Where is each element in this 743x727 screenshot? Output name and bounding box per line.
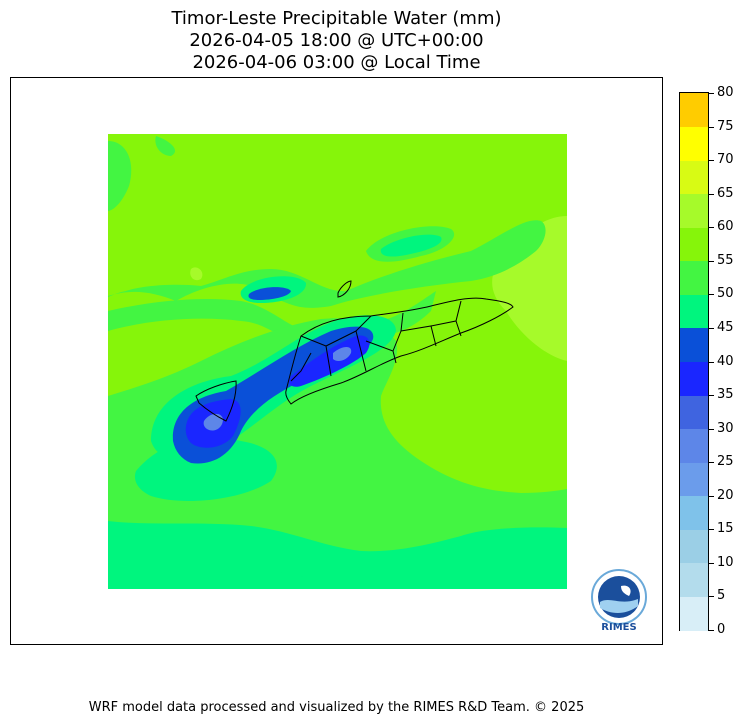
footer-credit: WRF model data processed and visualized … (88, 700, 585, 715)
atauro-outline (337, 280, 352, 298)
rimes-globe-icon (591, 569, 647, 625)
colorbar-segment (680, 395, 708, 430)
colorbar-tick-label: 0 (717, 622, 726, 637)
colorbar-tick (709, 495, 714, 497)
colorbar-tick (709, 529, 714, 531)
admin-boundaries (195, 280, 514, 422)
colorbar-tick (709, 327, 714, 329)
field-50-55-band (108, 220, 546, 308)
colorbar-tick-label: 45 (717, 319, 734, 335)
colorbar-tick-label: 25 (717, 454, 734, 470)
colorbar-tick-label: 30 (717, 420, 734, 436)
field-45-50-north (380, 234, 442, 257)
colorbar-segment (680, 126, 708, 161)
colorbar-tick (709, 562, 714, 564)
colorbar-tick-label: 75 (717, 118, 734, 134)
colorbar-tick (709, 126, 714, 128)
field-50-55-nw (108, 141, 132, 211)
colorbar-tick (709, 596, 714, 598)
colorbar-segment (680, 529, 708, 564)
colorbar-segment (680, 294, 708, 329)
colorbar-tick-label: 55 (717, 252, 734, 268)
colorbar-tick-label: 20 (717, 487, 734, 503)
colorbar-tick (709, 193, 714, 195)
colorbar-segment (680, 562, 708, 597)
colorbar-tick (709, 630, 714, 631)
colorbar-tick-label: 15 (717, 521, 734, 537)
map-title: Timor-Leste Precipitable Water (mm) (171, 8, 502, 29)
colorbar-tick-label: 40 (717, 353, 734, 369)
colorbar (679, 92, 709, 631)
colorbar-tick-label: 5 (717, 588, 726, 604)
colorbar-tick (709, 395, 714, 397)
colorbar-tick-label: 65 (717, 185, 734, 201)
colorbar-segment (680, 596, 708, 631)
colorbar-tick (709, 428, 714, 430)
map-subtitle-local: 2026-04-06 03:00 @ Local Time (192, 52, 481, 73)
oecusse-outline (195, 380, 237, 422)
colorbar-tick-label: 50 (717, 286, 734, 302)
timor-leste-outline (285, 297, 514, 405)
field-30-35-west (203, 413, 223, 431)
colorbar-segment (680, 327, 708, 362)
colorbar-segment (680, 495, 708, 530)
colorbar-tick-label: 10 (717, 554, 734, 570)
field-30-35-center (333, 346, 352, 361)
colorbar-tick (709, 361, 714, 363)
map-frame (10, 77, 663, 645)
colorbar-segment (680, 93, 708, 128)
rimes-logo: RIMES (585, 566, 653, 638)
colorbar-segment (680, 193, 708, 228)
field-45-50-sw (108, 546, 361, 589)
map-subtitle-utc: 2026-04-05 18:00 @ UTC+00:00 (189, 30, 484, 51)
field-60-65-small (190, 267, 203, 281)
colorbar-tick (709, 260, 714, 262)
colorbar-segment (680, 227, 708, 262)
colorbar-tick-label: 60 (717, 219, 734, 235)
colorbar-segment (680, 428, 708, 463)
colorbar-segment (680, 462, 708, 497)
colorbar-tick (709, 93, 714, 94)
colorbar-tick (709, 462, 714, 464)
colorbar-segment (680, 361, 708, 396)
field-40-45-nw (248, 287, 291, 300)
field-50-55-nw2 (155, 136, 176, 156)
colorbar-segment (680, 160, 708, 195)
colorbar-tick (709, 160, 714, 162)
colorbar-tick (709, 294, 714, 296)
precipitable-water-map (108, 134, 567, 589)
colorbar-tick-label: 80 (717, 85, 734, 100)
colorbar-tick-label: 35 (717, 387, 734, 403)
colorbar-tick (709, 227, 714, 229)
colorbar-segment (680, 260, 708, 295)
rimes-logo-text: RIMES (601, 622, 637, 633)
colorbar-tick-label: 70 (717, 152, 734, 168)
